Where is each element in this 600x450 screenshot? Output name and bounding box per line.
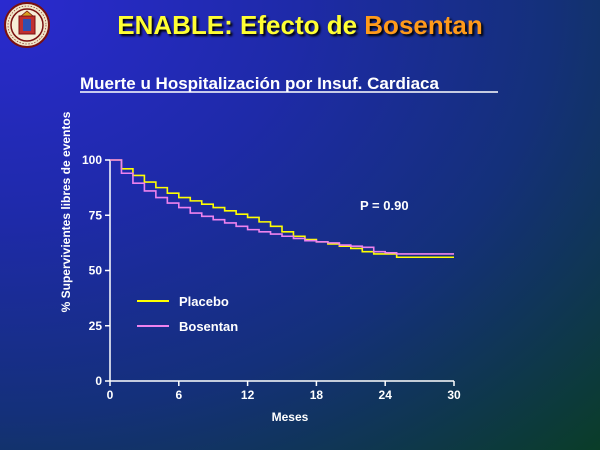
x-tick-label: 12: [241, 388, 255, 402]
y-tick-label: 25: [89, 319, 103, 333]
y-axis-label: % Supervivientes libres de eventos: [59, 111, 73, 312]
y-tick-label: 75: [89, 208, 103, 222]
x-tick-label: 24: [379, 388, 393, 402]
y-tick-label: 50: [89, 264, 103, 278]
series-layer: [110, 159, 454, 259]
slide-title-accent: Bosentan: [364, 10, 483, 40]
university-seal-logo: [4, 2, 50, 48]
x-tick-label: 6: [175, 388, 182, 402]
chart-axes: 0 25 50 75 100 0 6 12 18 24 30: [82, 153, 461, 402]
x-tick-label: 18: [310, 388, 324, 402]
series-line-bosentan: [110, 159, 454, 255]
y-tick-label: 100: [82, 153, 102, 167]
y-tick-label: 0: [95, 374, 102, 388]
x-axis-label: Meses: [272, 410, 309, 424]
slide-title: ENABLE: Efecto de Bosentan: [117, 10, 483, 40]
legend-label-placebo: Placebo: [179, 294, 229, 309]
chart-legend: Placebo Bosentan: [137, 294, 238, 334]
x-tick-label: 0: [107, 388, 114, 402]
p-value-annotation: P = 0.90: [360, 198, 409, 213]
x-tick-label: 30: [447, 388, 461, 402]
chart-subtitle: Muerte u Hospitalización por Insuf. Card…: [80, 74, 439, 93]
legend-label-bosentan: Bosentan: [179, 319, 238, 334]
